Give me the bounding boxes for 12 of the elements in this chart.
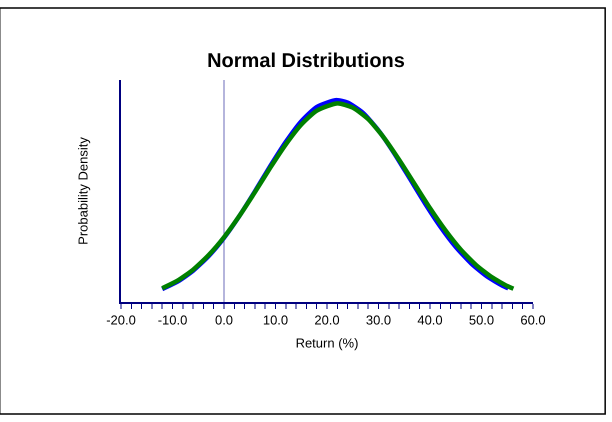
x-tick-label: 40.0	[417, 312, 443, 328]
x-tick-label: 60.0	[520, 312, 546, 328]
x-tick-label: -10.0	[158, 312, 188, 328]
x-tick-label: 10.0	[262, 312, 288, 328]
x-tick-label: 30.0	[366, 312, 392, 328]
x-tick-label: 20.0	[314, 312, 340, 328]
y-axis-title: Probability Density	[76, 136, 91, 245]
x-tick-label: 0.0	[214, 312, 234, 328]
x-tick-label: 50.0	[468, 312, 494, 328]
x-axis-title: Return (%)	[296, 335, 358, 350]
chart-title: Normal Distributions	[207, 50, 405, 72]
x-tick-label: -20.0	[106, 312, 136, 328]
